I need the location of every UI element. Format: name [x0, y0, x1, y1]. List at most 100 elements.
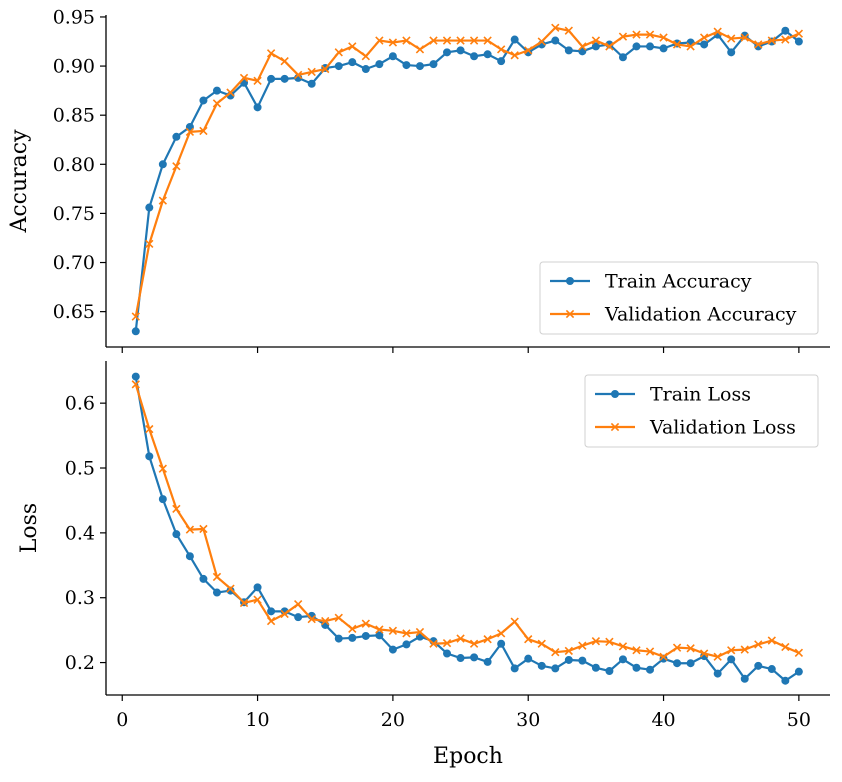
- loss-series-line: [134, 384, 800, 658]
- loss-data-point: [145, 452, 154, 461]
- accuracy-series-line: [134, 26, 800, 317]
- accuracy-data-point: [781, 26, 790, 35]
- loss-data-point: [253, 595, 262, 604]
- loss-data-point: [686, 644, 695, 653]
- accuracy-data-point: [267, 74, 276, 83]
- accuracy-data-point: [172, 162, 181, 171]
- accuracy-data-point: [388, 38, 398, 47]
- loss-data-point: [334, 613, 343, 622]
- loss-data-point: [781, 676, 790, 685]
- accuracy-data-point: [659, 33, 668, 42]
- loss-y-tick-label: 0.3: [65, 587, 95, 609]
- loss-data-point: [767, 665, 776, 674]
- loss-data-point: [537, 661, 546, 670]
- loss-data-point: [578, 656, 587, 665]
- loss-data-point: [673, 659, 682, 668]
- accuracy-legend-label: Train Accuracy: [605, 271, 752, 293]
- loss-data-point: [172, 504, 181, 514]
- accuracy-data-point: [388, 52, 397, 61]
- accuracy-data-point: [646, 42, 655, 51]
- accuracy-data-point: [212, 99, 222, 108]
- accuracy-data-point: [700, 40, 709, 49]
- loss-data-point: [456, 634, 465, 643]
- accuracy-data-point: [253, 76, 262, 85]
- loss-legend-label: Train Loss: [650, 384, 751, 406]
- loss-x-tick-label: 0: [116, 709, 128, 731]
- loss-y-axis-title: Loss: [17, 503, 42, 553]
- accuracy-data-point: [442, 36, 452, 45]
- accuracy-y-tick-label: 0.85: [53, 105, 95, 127]
- loss-y-tick-label: 0.5: [65, 458, 95, 480]
- loss-data-point: [483, 635, 492, 644]
- accuracy-data-point: [496, 45, 506, 54]
- accuracy-data-point: [740, 33, 749, 42]
- loss-data-point: [293, 600, 303, 609]
- loss-y-tick-label: 0.6: [65, 393, 95, 415]
- accuracy-data-point: [212, 86, 221, 95]
- accuracy-series-validation: [131, 23, 804, 321]
- loss-data-point: [388, 645, 397, 654]
- loss-data-point: [551, 664, 560, 673]
- accuracy-data-point: [131, 327, 140, 336]
- accuracy-data-point: [334, 48, 343, 57]
- loss-data-point: [226, 586, 235, 595]
- loss-data-point: [361, 631, 370, 640]
- loss-data-point: [510, 617, 519, 626]
- accuracy-data-point: [618, 53, 627, 62]
- loss-data-point: [632, 663, 641, 672]
- loss-data-point: [740, 645, 749, 654]
- loss-data-point: [321, 616, 330, 626]
- accuracy-data-point: [321, 64, 330, 74]
- accuracy-data-point: [524, 46, 533, 55]
- accuracy-legend-marker: [566, 276, 575, 285]
- loss-data-point: [713, 669, 722, 678]
- loss-data-point: [388, 626, 398, 635]
- loss-data-point: [266, 616, 276, 626]
- accuracy-data-point: [158, 160, 167, 169]
- loss-data-point: [564, 655, 573, 664]
- accuracy-data-point: [226, 88, 235, 97]
- loss-data-point: [618, 655, 627, 664]
- accuracy-data-point: [375, 36, 384, 45]
- loss-data-point: [429, 639, 438, 648]
- loss-data-point: [605, 667, 614, 676]
- accuracy-data-point: [307, 67, 316, 77]
- loss-y-tick-label: 0.2: [65, 652, 95, 674]
- accuracy-data-point: [307, 79, 316, 88]
- loss-data-point: [199, 574, 208, 583]
- loss-x-tick-label: 40: [651, 709, 675, 731]
- accuracy-data-point: [551, 36, 560, 45]
- loss-data-point: [524, 635, 533, 644]
- loss-legend-label: Validation Loss: [649, 417, 796, 439]
- loss-data-point: [767, 636, 776, 645]
- accuracy-data-point: [361, 52, 370, 61]
- accuracy-data-point: [456, 36, 465, 45]
- loss-legend-box: [584, 374, 819, 448]
- accuracy-data-point: [727, 34, 736, 43]
- accuracy-data-point: [185, 122, 194, 131]
- accuracy-data-point: [185, 127, 195, 137]
- accuracy-data-point: [199, 126, 208, 136]
- loss-data-point: [131, 380, 140, 389]
- accuracy-data-point: [686, 42, 695, 51]
- accuracy-y-axis-title: Accuracy: [7, 129, 32, 234]
- loss-data-point: [510, 664, 519, 673]
- accuracy-data-point: [280, 57, 289, 66]
- loss-data-point: [212, 572, 222, 582]
- accuracy-data-point: [172, 132, 181, 141]
- loss-data-point: [267, 607, 276, 616]
- loss-data-point: [375, 631, 384, 640]
- loss-data-point: [740, 674, 749, 683]
- accuracy-data-point: [131, 312, 140, 321]
- loss-data-point: [199, 524, 208, 534]
- accuracy-data-point: [361, 65, 370, 74]
- accuracy-y-tick-label: 0.75: [53, 203, 95, 225]
- accuracy-data-point: [239, 73, 249, 83]
- accuracy-data-point: [672, 40, 682, 49]
- loss-data-point: [185, 552, 194, 561]
- loss-data-point: [212, 588, 221, 597]
- loss-data-point: [415, 627, 425, 637]
- loss-data-point: [727, 646, 736, 655]
- loss-data-point: [185, 525, 195, 534]
